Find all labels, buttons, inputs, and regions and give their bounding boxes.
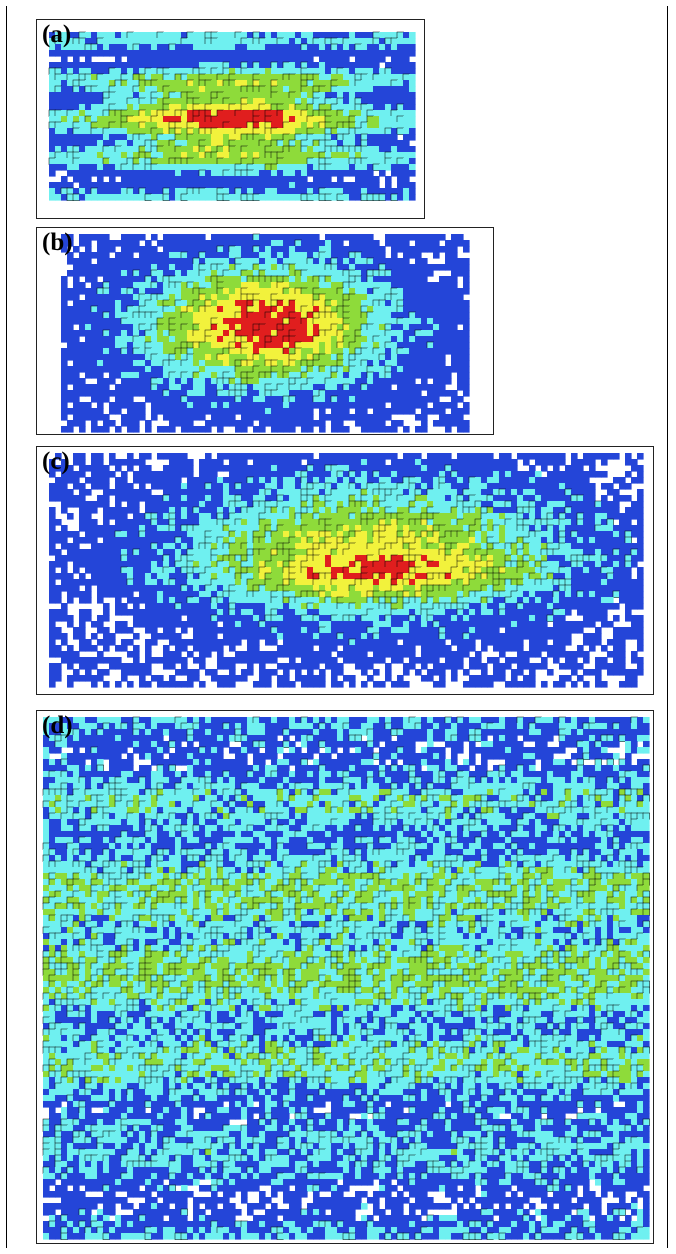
panel-label-d: (d)	[42, 712, 73, 739]
contour-cells	[49, 453, 644, 688]
panel-label-c: (c)	[42, 448, 70, 475]
contour-map-d	[42, 716, 650, 1240]
panel-label-b: (b)	[42, 229, 73, 256]
contour-cells	[48, 31, 416, 201]
contour-panel-d: (d)	[36, 710, 654, 1244]
contour-cells	[61, 233, 470, 433]
contour-map-c	[49, 453, 644, 688]
figure-frame	[6, 6, 668, 1248]
contour-panel-b: (b)	[36, 227, 494, 435]
panel-label-a: (a)	[42, 21, 72, 48]
contour-panel-a: (a)	[36, 19, 425, 219]
contour-panel-c: (c)	[36, 446, 654, 695]
contour-map-b	[61, 233, 470, 433]
contour-cells	[42, 716, 650, 1240]
contour-map-a	[48, 31, 416, 201]
